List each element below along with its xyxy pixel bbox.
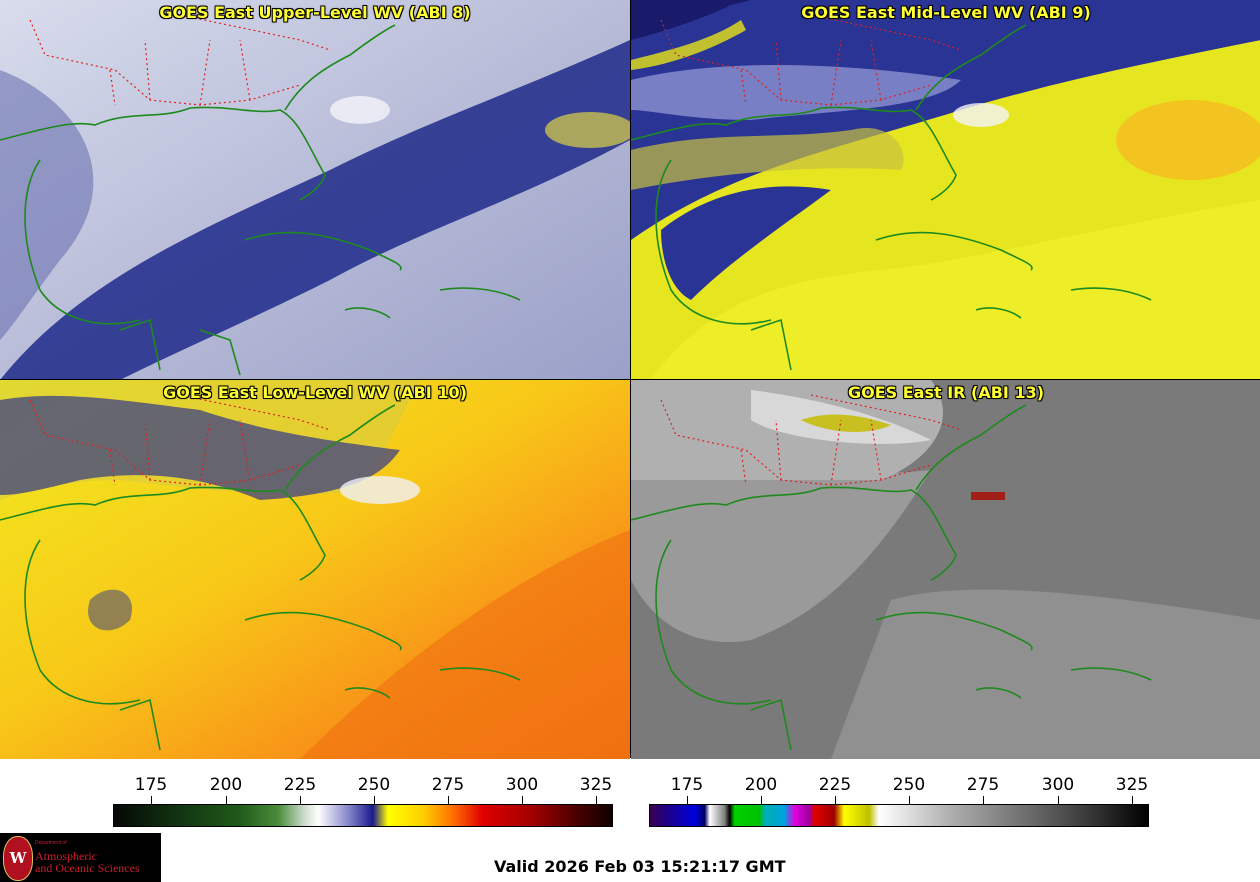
ir-tick-label: 225 [818,775,852,795]
ir-tick-label: 300 [1041,775,1075,795]
logo-line-1: Atmospheric [35,849,97,863]
panel-mid-level-wv: GOES East Mid-Level WV (ABI 9) [631,0,1260,379]
low-level-wv-image [0,380,630,759]
wv-tick-label: 325 [579,775,613,795]
ir-tick [835,796,836,804]
panel-title: GOES East Low-Level WV (ABI 10) [163,383,467,402]
valid-time-label: Valid 2026 Feb 03 15:21:17 GMT [494,857,786,876]
panel-low-level-wv: GOES East Low-Level WV (ABI 10) [0,380,630,759]
ir-tick [983,796,984,804]
mid-level-wv-image [631,0,1260,379]
ir-tick-label: 200 [744,775,778,795]
ir-colorbar [649,804,1149,827]
wv-tick [151,796,152,804]
panel-ir: GOES East IR (ABI 13) [631,380,1260,759]
wv-tick-label: 275 [431,775,465,795]
wv-tick-label: 250 [357,775,391,795]
ir-tick-label: 325 [1115,775,1149,795]
logo-letter: W [9,849,27,867]
ir-image [631,380,1260,759]
ir-tick [761,796,762,804]
ir-tick-label: 275 [966,775,1000,795]
ir-tick [687,796,688,804]
logo-line-2: and Oceanic Sciences [35,861,140,875]
wv-tick [300,796,301,804]
panel-title: GOES East Mid-Level WV (ABI 9) [801,3,1091,22]
wv-tick-label: 225 [283,775,317,795]
panel-title: GOES East Upper-Level WV (ABI 8) [159,3,471,22]
wv-tick [596,796,597,804]
wv-tick-label: 175 [134,775,168,795]
wv-tick [226,796,227,804]
ir-tick-label: 175 [670,775,704,795]
wv-colorbar [113,804,613,827]
wv-tick-label: 200 [209,775,243,795]
panel-divider-horizontal [0,379,1260,380]
wv-tick [374,796,375,804]
wv-tick [522,796,523,804]
ir-tick [1132,796,1133,804]
upper-level-wv-image [0,0,630,379]
panel-upper-level-wv: GOES East Upper-Level WV (ABI 8) [0,0,630,379]
panel-title: GOES East IR (ABI 13) [847,383,1045,402]
uw-seal-icon: W [3,836,33,881]
ir-tick-label: 250 [892,775,926,795]
ir-tick [1058,796,1059,804]
wv-tick-label: 300 [505,775,539,795]
logo-dept-text: Department of [35,840,67,846]
wv-tick [448,796,449,804]
aos-logo[interactable]: W Department of Atmospheric and Oceanic … [0,833,161,882]
ir-tick [909,796,910,804]
